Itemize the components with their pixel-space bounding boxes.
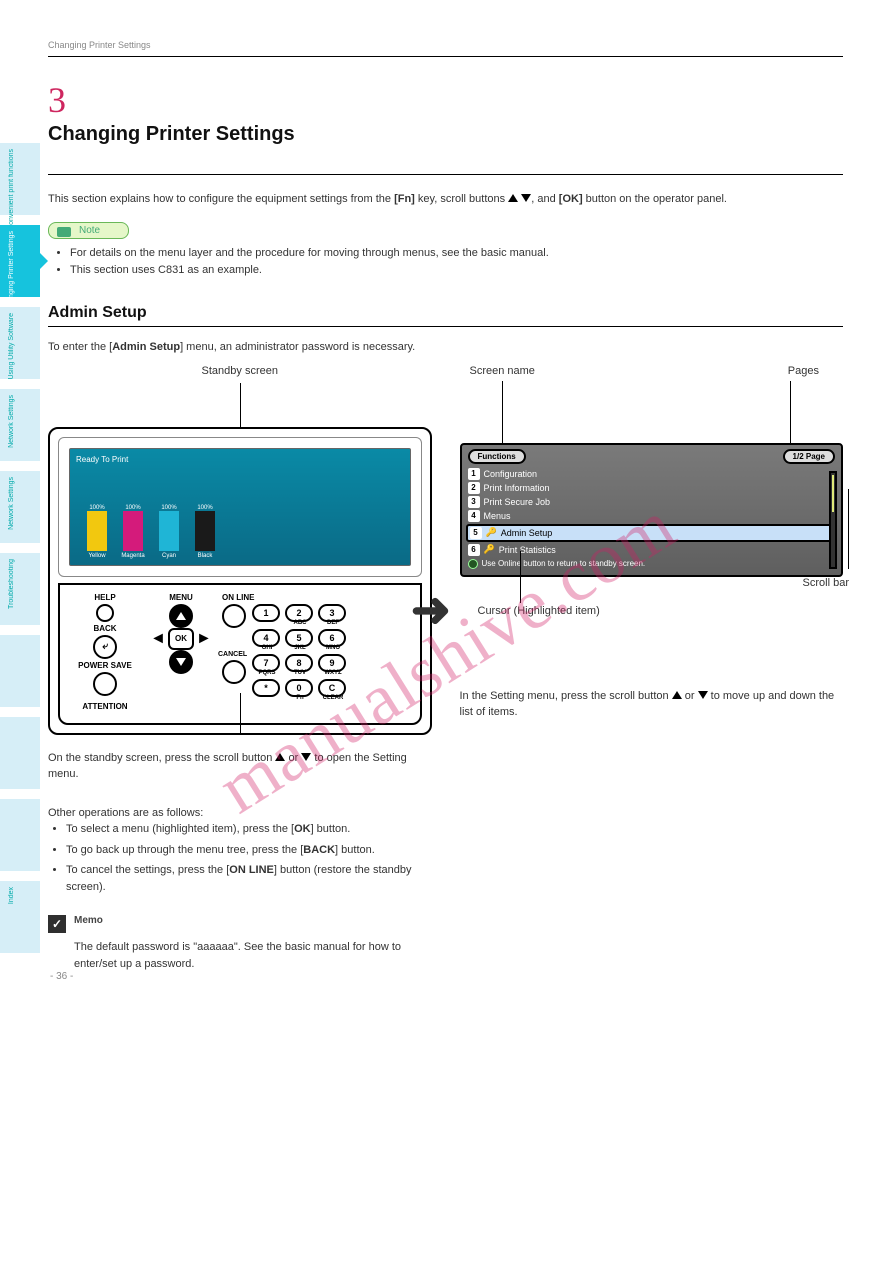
memo-label: Memo <box>74 915 103 926</box>
powersave-button[interactable] <box>93 672 117 696</box>
other-op-1: To select a menu (highlighted item), pre… <box>66 821 432 838</box>
callout-cursor: Cursor (Highlighted item) <box>478 605 600 617</box>
section-heading: Admin Setup <box>48 304 843 327</box>
key-cancel-label: CANCEL <box>218 651 247 658</box>
key-1[interactable]: 1 <box>252 604 280 622</box>
online-led-icon <box>468 559 478 569</box>
scroll-up-button[interactable] <box>169 604 193 628</box>
menu-item-4[interactable]: 4Menus <box>468 509 836 523</box>
note-icon <box>57 227 71 237</box>
toner-bars: 100%Yellow 100%Magenta 100%Cyan 100%Blac… <box>84 505 218 559</box>
callout-pages: Pages <box>788 365 819 377</box>
leader-pages <box>790 381 791 445</box>
other-ops-lead: Other operations are as follows: <box>48 807 203 819</box>
key-star[interactable]: * <box>252 679 280 697</box>
other-op-3: To cancel the settings, press the [ON LI… <box>66 862 432 895</box>
key-attention-label: ATTENTION <box>82 702 127 711</box>
memo-text: The default password is "aaaaaa". See th… <box>74 939 432 972</box>
scrollbar-thumb[interactable] <box>832 475 834 513</box>
key-back-label: BACK <box>93 624 116 633</box>
rule-top <box>48 56 843 57</box>
control-panel-illustration: Ready To Print 100%Yellow 100%Magenta 10… <box>48 427 432 735</box>
leader-screen-name <box>502 381 503 445</box>
note-badge: Note <box>48 222 129 239</box>
menu-item-2[interactable]: 2Print Information <box>468 481 836 495</box>
standby-callout: Standby screen <box>48 365 432 377</box>
toner-y-label: Yellow <box>84 553 110 559</box>
menu-item-6[interactable]: 6🔑Print Statistics <box>468 543 836 557</box>
lock-icon: 🔑 <box>484 544 495 555</box>
online-button[interactable] <box>222 604 246 628</box>
numeric-keypad: 1 2ABC 3DEF 4GHI 5JKL 6MNO 7PQRS 8TUV 9W… <box>252 604 348 701</box>
callout-screen-name: Screen name <box>470 365 535 377</box>
memo-block: ✓ Memo <box>48 915 432 933</box>
toner-k-label: Black <box>192 553 218 559</box>
other-operations: Other operations are as follows: To sele… <box>48 805 432 896</box>
triangle-down-icon <box>698 691 708 699</box>
toner-c-label: Cyan <box>156 553 182 559</box>
help-button[interactable] <box>96 604 114 622</box>
note-label: Note <box>79 225 100 236</box>
callout-scrollbar: Scroll bar <box>803 577 849 589</box>
chapter-number: 3 <box>48 79 843 121</box>
menu-scrollbar[interactable] <box>829 471 837 569</box>
page-title: Changing Printer Settings <box>48 123 843 146</box>
section-intro: To enter the [Admin Setup] menu, an admi… <box>48 341 843 353</box>
leader-scrollbar <box>848 489 849 569</box>
left-note: On the standby screen, press the scroll … <box>48 751 432 783</box>
panel-lcd: Ready To Print 100%Yellow 100%Magenta 10… <box>58 437 422 577</box>
back-button[interactable]: ⤶ <box>93 635 117 659</box>
triangle-up-icon <box>275 753 285 761</box>
menu-item-5-selected[interactable]: 5🔑Admin Setup <box>466 524 838 542</box>
menu-title-pill: Functions <box>468 449 526 464</box>
other-op-2: To go back up through the menu tree, pre… <box>66 842 432 859</box>
menu-tip: Use Online button to return to standby s… <box>468 559 836 569</box>
page-number: - 36 - <box>50 971 73 982</box>
cancel-button[interactable] <box>222 660 246 684</box>
note-item-2: This section uses C831 as an example. <box>70 262 843 280</box>
toner-m-label: Magenta <box>120 553 146 559</box>
menu-item-3[interactable]: 3Print Secure Job <box>468 495 836 509</box>
triangle-down-icon <box>301 753 311 761</box>
key-powersave-label: POWER SAVE <box>78 661 132 670</box>
triangle-up-icon <box>672 691 682 699</box>
callout-leader-standby <box>240 383 241 433</box>
leader-cursor <box>520 551 521 603</box>
right-note: In the Setting menu, press the scroll bu… <box>460 689 844 721</box>
ok-button[interactable]: OK <box>168 628 194 650</box>
note-item-1: For details on the menu layer and the pr… <box>70 245 843 263</box>
callout-leader-below <box>240 693 241 735</box>
dpad: ◄ OK ► <box>150 604 212 674</box>
menu-item-1[interactable]: 1Configuration <box>468 467 836 481</box>
key-help-label: HELP <box>94 593 115 602</box>
lcd-status: Ready To Print <box>76 455 128 464</box>
key-menu-label: MENU <box>169 593 193 602</box>
menu-screenshot: Functions 1/2 Page 1Configuration 2Print… <box>460 443 844 577</box>
running-head: Changing Printer Settings <box>48 40 843 50</box>
lock-icon: 🔑 <box>486 527 497 538</box>
note-list: For details on the menu layer and the pr… <box>70 245 843 280</box>
page-intro: This section explains how to configure t… <box>48 191 843 208</box>
key-online-label: ON LINE <box>222 593 254 602</box>
arrow-right-icon: ➜ <box>411 540 451 680</box>
memo-icon: ✓ <box>48 915 66 933</box>
scroll-down-button[interactable] <box>169 650 193 674</box>
menu-page-pill: 1/2 Page <box>783 449 835 464</box>
rule-under-title <box>48 174 843 175</box>
